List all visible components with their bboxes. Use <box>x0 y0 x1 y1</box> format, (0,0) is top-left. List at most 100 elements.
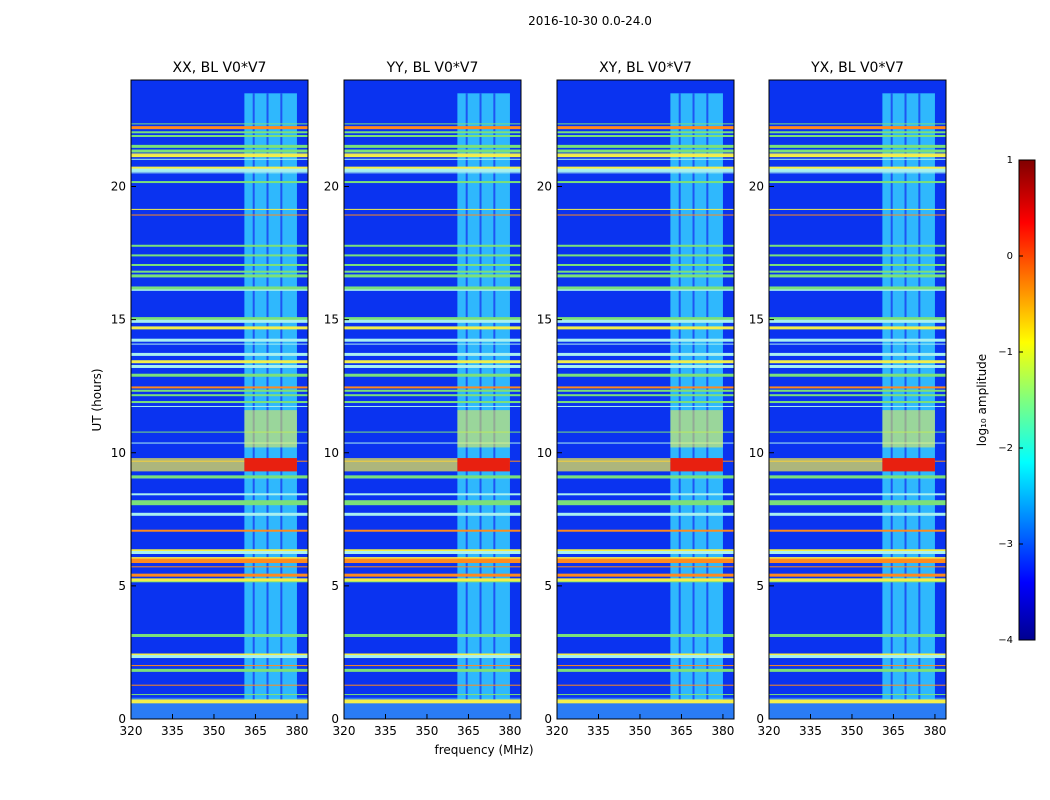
rfi-line <box>344 500 521 503</box>
rfi-line <box>344 144 521 148</box>
rfi-line <box>344 668 521 672</box>
rfi-line <box>769 442 946 444</box>
band-gap <box>918 93 921 701</box>
x-tick-label: 350 <box>629 724 652 738</box>
rfi-line <box>557 254 734 257</box>
rfi-line <box>557 373 734 377</box>
rfi-line <box>769 700 946 704</box>
x-tick-label: 320 <box>546 724 569 738</box>
burst-peak <box>244 458 297 472</box>
x-axis-label: frequency (MHz) <box>434 743 534 757</box>
x-tick-label: 350 <box>841 724 864 738</box>
rfi-line <box>557 699 734 702</box>
rfi-line <box>557 405 734 407</box>
x-tick-label: 320 <box>120 724 143 738</box>
rfi-line <box>131 684 308 686</box>
rfi-line <box>344 578 521 582</box>
rfi-line <box>131 694 308 696</box>
rfi-line <box>131 699 308 702</box>
rfi-line <box>131 352 308 356</box>
rfi-line <box>131 529 308 532</box>
y-tick-label: 5 <box>118 579 126 593</box>
rfi-line <box>769 668 946 672</box>
x-tick-label: 380 <box>285 724 308 738</box>
rfi-line <box>344 394 521 397</box>
rfi-line <box>131 578 308 582</box>
broadband-event <box>557 458 671 472</box>
rfi-line <box>769 653 946 657</box>
panel-title: YY, BL V0*V7 <box>386 60 479 76</box>
x-tick-label: 380 <box>923 724 946 738</box>
colorbar-tick-label: −1 <box>998 347 1013 358</box>
rfi-line <box>557 172 734 174</box>
rfi-line <box>557 551 734 555</box>
rfi-line <box>769 566 946 568</box>
rfi-line <box>769 364 946 368</box>
plot-frame <box>556 79 735 720</box>
x-tick-label: 320 <box>758 724 781 738</box>
rfi-line <box>344 134 521 137</box>
band-gap <box>465 93 468 701</box>
rfi-line <box>344 317 521 321</box>
colorbar-tick-label: −4 <box>998 635 1013 646</box>
rfi-line <box>344 360 521 364</box>
rfi-line <box>131 153 308 155</box>
rfi-line <box>557 493 734 496</box>
rfi-line <box>131 214 308 216</box>
figure-title: 2016-10-30 0.0-24.0 <box>528 14 652 28</box>
rfi-line <box>557 360 734 364</box>
band-gap <box>252 93 255 701</box>
rfi-line <box>557 317 734 321</box>
x-tick-label: 335 <box>799 724 822 738</box>
rfi-line <box>557 694 734 696</box>
x-tick-label: 350 <box>203 724 226 738</box>
rfi-line <box>131 394 308 397</box>
rfi-line <box>769 633 946 637</box>
rfi-line <box>557 154 734 158</box>
rfi-line <box>557 144 734 148</box>
rfi-line <box>131 286 308 290</box>
rfi-line <box>769 558 946 561</box>
rfi-line <box>769 551 946 555</box>
y-tick-label: 20 <box>749 180 764 194</box>
rfi-line <box>131 317 308 321</box>
rfi-line <box>131 254 308 257</box>
rfi-line <box>769 401 946 404</box>
rfi-line <box>131 343 308 345</box>
rfi-line <box>131 389 308 392</box>
rfi-line <box>769 389 946 392</box>
y-tick-label: 0 <box>756 712 764 726</box>
rfi-line <box>557 389 734 392</box>
rfi-line <box>769 144 946 148</box>
rfi-line <box>131 288 308 291</box>
burst-glow <box>670 410 723 448</box>
rfi-line <box>557 431 734 433</box>
rfi-line <box>557 288 734 291</box>
rfi-line <box>131 166 308 169</box>
rfi-line <box>344 700 521 704</box>
rfi-line <box>557 578 734 582</box>
burst-glow <box>882 410 935 448</box>
rfi-line <box>344 573 521 577</box>
rfi-band <box>882 93 935 701</box>
rfi-line <box>557 126 734 130</box>
rfi-line <box>557 401 734 404</box>
rfi-line <box>769 153 946 155</box>
burst-glow <box>457 410 510 448</box>
rfi-line <box>131 134 308 137</box>
rfi-line <box>131 401 308 404</box>
y-axis-label: UT (hours) <box>90 368 104 432</box>
rfi-line <box>557 684 734 686</box>
rfi-line <box>344 254 521 257</box>
rfi-line <box>344 149 521 153</box>
rfi-line <box>769 317 946 321</box>
rfi-line <box>131 360 308 364</box>
heatmap-body <box>131 80 308 719</box>
rfi-line <box>344 126 521 130</box>
rfi-line <box>344 389 521 392</box>
rfi-line <box>557 442 734 444</box>
y-tick-label: 20 <box>111 180 126 194</box>
y-tick-label: 10 <box>324 446 339 460</box>
x-tick-label: 335 <box>374 724 397 738</box>
rfi-line <box>769 338 946 342</box>
